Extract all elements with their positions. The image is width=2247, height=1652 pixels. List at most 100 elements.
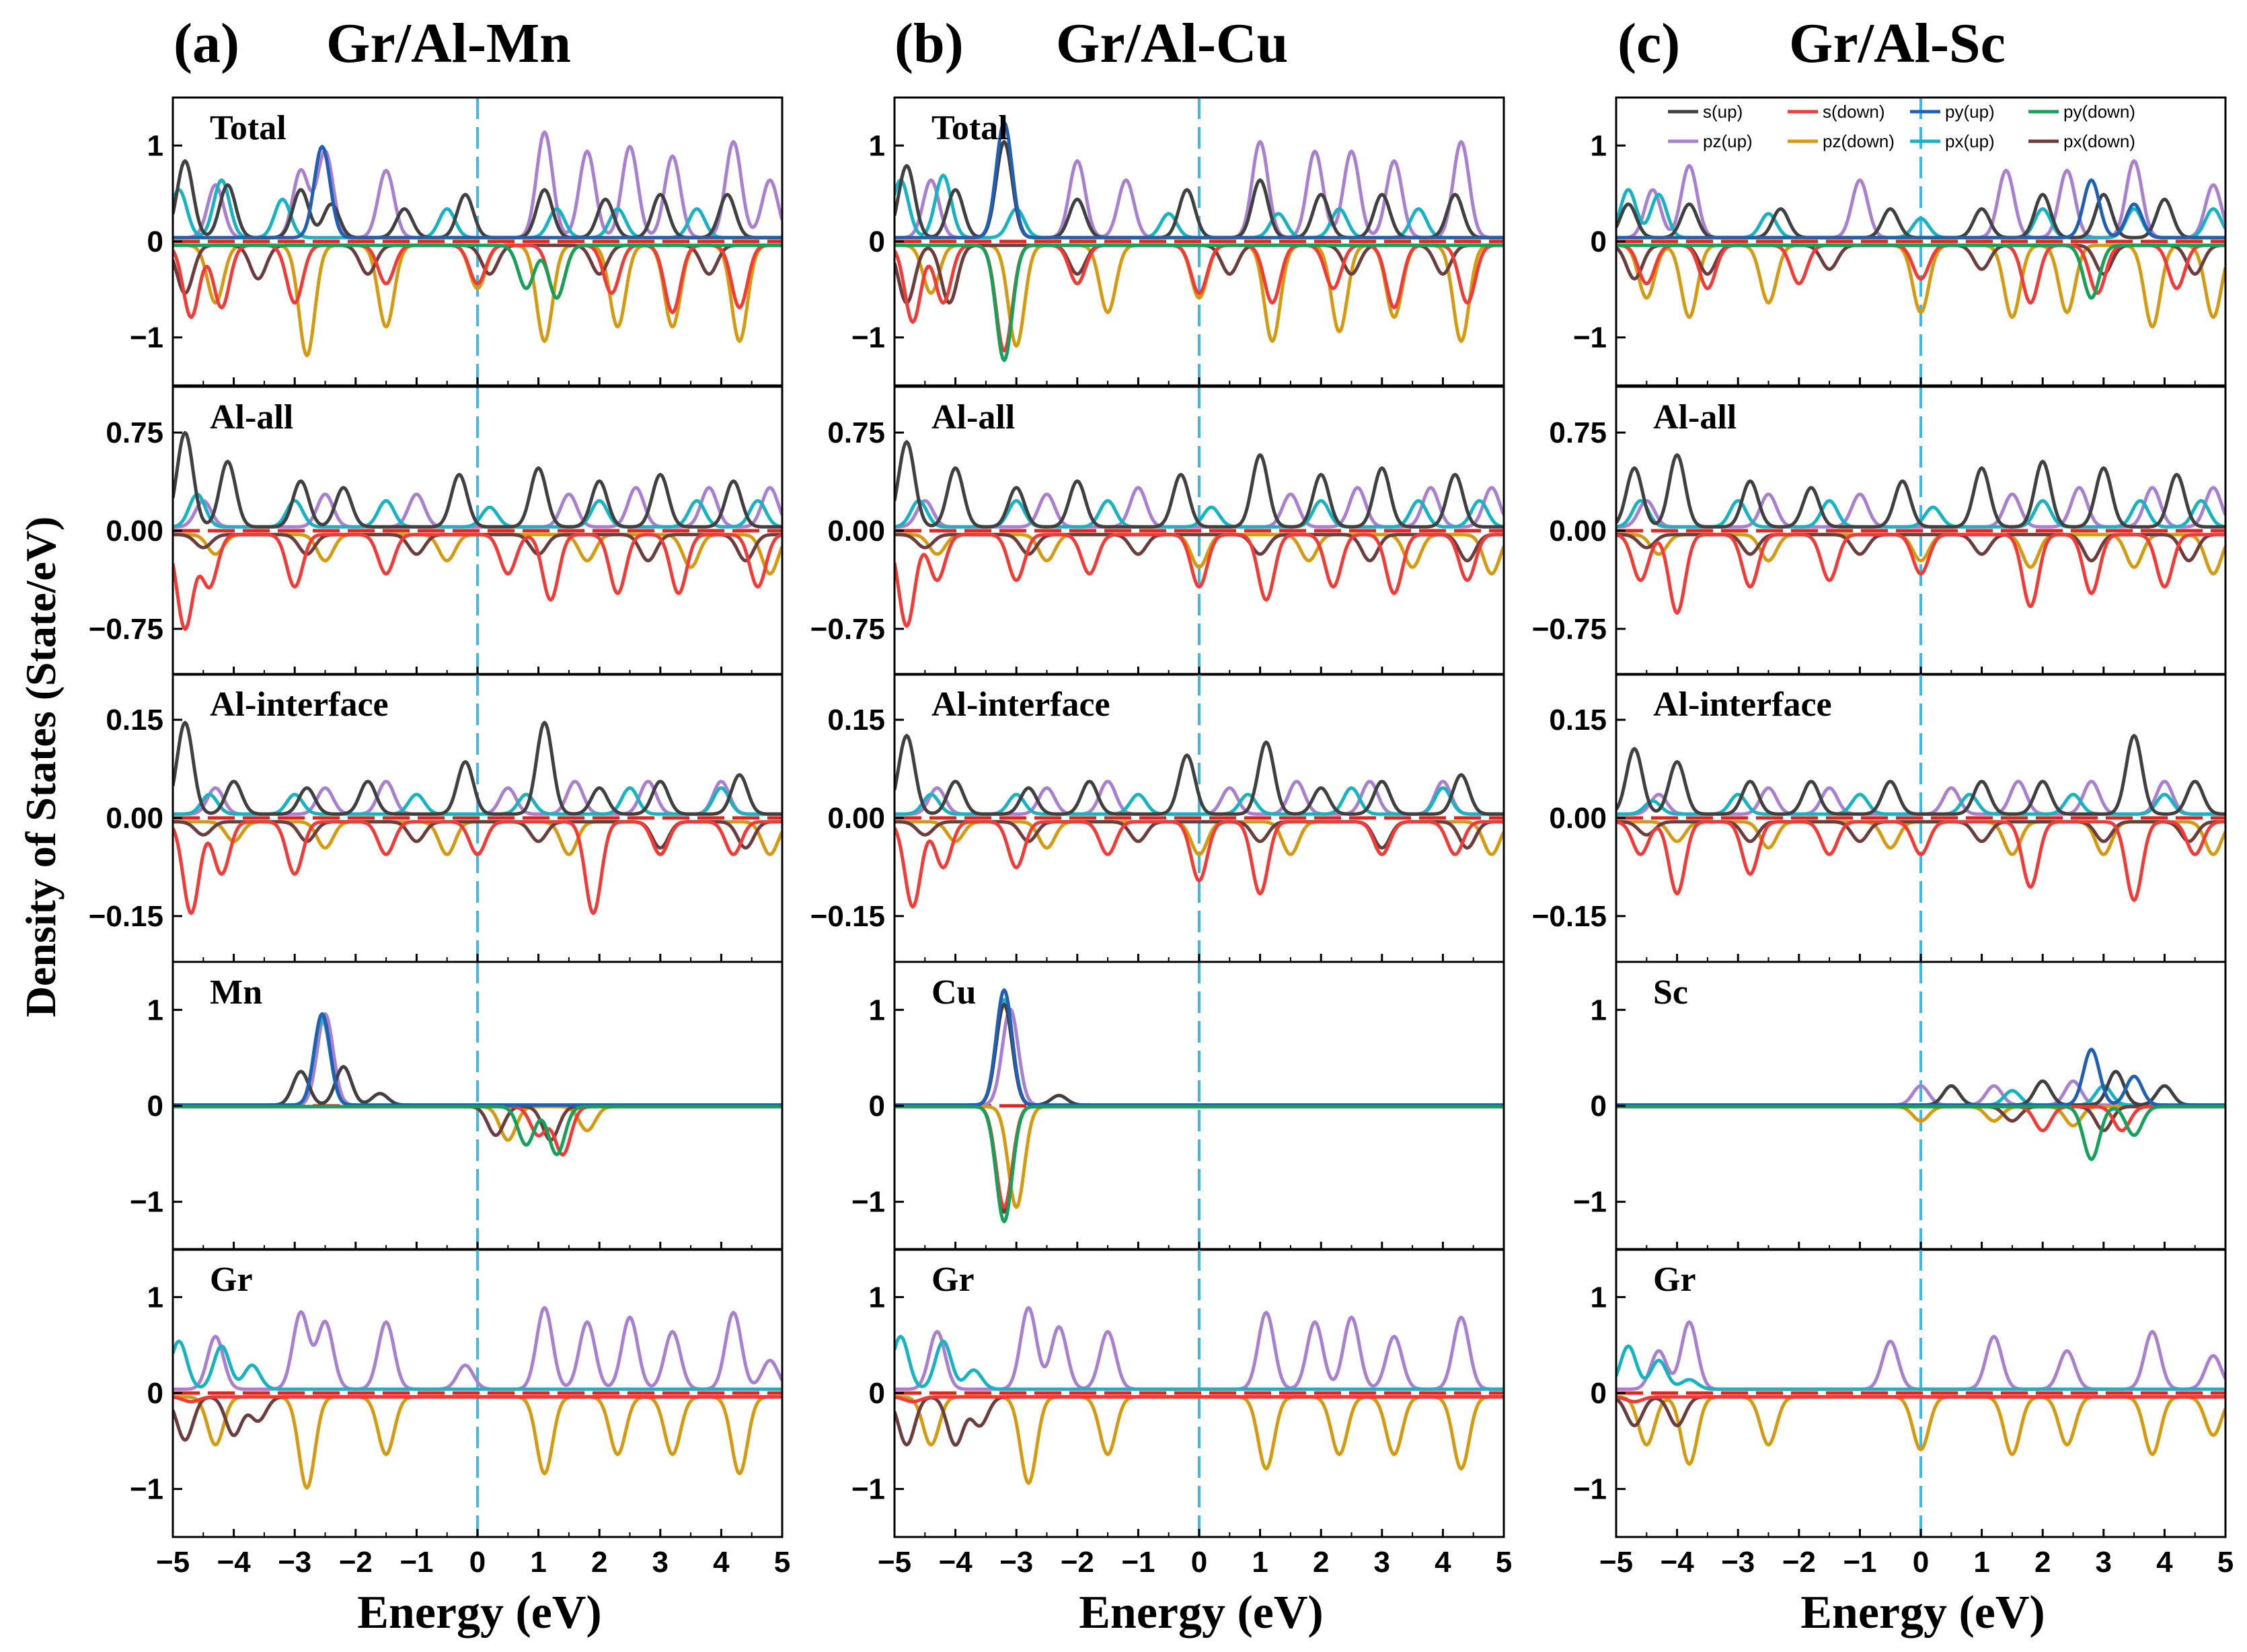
series-line-s-up [894, 734, 1504, 816]
series-line-s-down [173, 1395, 782, 1404]
panel-title: Al-all [931, 398, 1015, 437]
y-tick-label: −1 [130, 322, 163, 354]
x-tick-label: 4 [1435, 1546, 1451, 1579]
x-axis-label-b: Energy (eV) [1079, 1587, 1324, 1639]
panel-r2-c0: 0.15 0.00 −0.15 Al-interface [89, 673, 784, 963]
series-group [173, 720, 782, 915]
column-b-system: Gr/Al-Cu [1056, 12, 1288, 75]
panel-title: Sc [1653, 973, 1688, 1012]
x-tick-label: 4 [2156, 1546, 2173, 1579]
x-tick-label: 3 [1374, 1546, 1390, 1579]
x-tick-label: 5 [1496, 1546, 1512, 1579]
y-tick-label: 0.00 [827, 515, 885, 548]
y-tick-label: 0.00 [1549, 802, 1607, 835]
panel-title: Gr [1653, 1261, 1696, 1299]
panel-title: Total [931, 109, 1008, 147]
legend-item-pz-up: pz(up) [1668, 131, 1753, 151]
legend-label-py-up: py(up) [1945, 102, 1995, 122]
x-tick-label: −1 [1121, 1546, 1155, 1579]
column-c-system: Gr/Al-Sc [1789, 12, 2006, 75]
series-line-py-down [173, 1104, 782, 1156]
legend-label-px-up: px(up) [1945, 131, 1995, 151]
panel-title: Al-interface [931, 685, 1110, 724]
series-group [173, 130, 782, 358]
x-tick-label: −4 [1661, 1546, 1695, 1579]
series-line-s-down [173, 243, 782, 320]
x-tick-label: −2 [1061, 1546, 1094, 1579]
series-group [894, 120, 1504, 363]
y-tick-label: −0.75 [1532, 613, 1607, 646]
series-line-py-up [1616, 178, 2225, 239]
y-tick-label: −0.15 [810, 900, 885, 933]
column-titles: (a) Gr/Al-Mn (b) Gr/Al-Cu (c) Gr/Al-Sc [174, 12, 2006, 75]
legend-label-px-down: px(down) [2063, 131, 2135, 151]
legend-item-s-up: s(up) [1668, 102, 1743, 122]
panel-title: Gr [931, 1261, 975, 1299]
panel-r0-c0: 1 0 −1 Total [130, 96, 784, 387]
x-tick-label: 1 [1252, 1546, 1268, 1579]
y-tick-label: 0 [1591, 1377, 1607, 1410]
y-tick-label: −0.15 [89, 900, 163, 933]
series-line-s-up [1616, 453, 2225, 529]
y-tick-label: 0.15 [106, 704, 163, 737]
y-tick-label: 0.15 [1549, 704, 1607, 737]
panel-r1-c0: 0.75 0.00 −0.75 Al-all [89, 385, 784, 676]
series-line-py-up [894, 120, 1504, 239]
x-tick-label: −2 [1782, 1546, 1816, 1579]
y-tick-label: 0.75 [827, 416, 885, 449]
panel-r1-c1: 0.75 0.00 −0.75 Al-all [810, 385, 1505, 676]
legend-label-pz-down: pz(down) [1823, 131, 1895, 151]
x-tick-label: −4 [217, 1546, 252, 1579]
series-line-s-down [894, 1395, 1504, 1404]
y-tick-label: 0 [869, 1090, 885, 1123]
x-axis-label-a: Energy (eV) [357, 1587, 602, 1639]
panel-r4-c0: 1 0 −1 −5 −4 −3 −2 −1 0 1 2 3 4 5 Gr [130, 1248, 790, 1579]
y-tick-label: 0 [1591, 1090, 1607, 1123]
series-line-s-down [1616, 820, 2225, 902]
panel-r0-c2: 1 0 −1 [1573, 96, 2227, 387]
legend-item-py-down: py(down) [2028, 102, 2135, 122]
x-tick-label: −3 [999, 1546, 1033, 1579]
y-tick-label: 0.15 [827, 704, 885, 737]
series-group [1616, 1047, 2225, 1162]
panel-r4-c2: 1 0 −1 −5 −4 −3 −2 −1 0 1 2 3 4 5 Gr [1573, 1248, 2234, 1579]
series-group [1616, 159, 2225, 329]
series-line-s-up [173, 430, 782, 529]
y-tick-label: 1 [147, 1281, 163, 1314]
y-tick-label: 0.75 [106, 416, 163, 449]
y-tick-label: −1 [130, 1186, 163, 1219]
series-group [894, 988, 1504, 1224]
series-line-py-down [894, 243, 1504, 363]
x-tick-label: −3 [278, 1546, 311, 1579]
column-b-letter: (b) [894, 12, 964, 75]
x-tick-label: −1 [1843, 1546, 1876, 1579]
y-tick-label: 1 [869, 993, 885, 1026]
legend-item-px-down: px(down) [2028, 131, 2135, 151]
x-tick-label: 4 [713, 1546, 730, 1579]
panel-title: Cu [931, 973, 976, 1012]
x-tick-label: 3 [652, 1546, 669, 1579]
series-line-s-down [894, 533, 1504, 628]
y-tick-label: 0 [869, 225, 885, 258]
panel-title: Al-all [210, 398, 293, 437]
panel-title: Al-interface [210, 685, 389, 724]
panel-title: Al-all [1653, 398, 1737, 437]
series-group [894, 440, 1504, 628]
y-tick-label: −1 [1573, 1186, 1607, 1219]
series-line-py-down [1616, 243, 2225, 300]
series-line-s-down [173, 820, 782, 915]
panel-r3-c1: 1 0 −1 Cu [851, 961, 1505, 1251]
series-line-s-down [1616, 1395, 2225, 1404]
x-tick-label: 2 [2034, 1546, 2051, 1579]
y-tick-label: 0 [1591, 225, 1607, 258]
x-axis-label-c: Energy (eV) [1800, 1587, 2045, 1639]
y-tick-label: −1 [130, 1473, 163, 1506]
y-tick-label: −0.75 [89, 613, 163, 646]
panel-r0-c1: 1 0 −1 Total [851, 96, 1505, 387]
series-line-s-up [894, 440, 1504, 529]
panel-title: Gr [210, 1261, 253, 1299]
legend-item-s-down: s(down) [1788, 102, 1884, 122]
y-tick-label: −1 [851, 1186, 885, 1219]
series-line-px-up [894, 1335, 1504, 1391]
